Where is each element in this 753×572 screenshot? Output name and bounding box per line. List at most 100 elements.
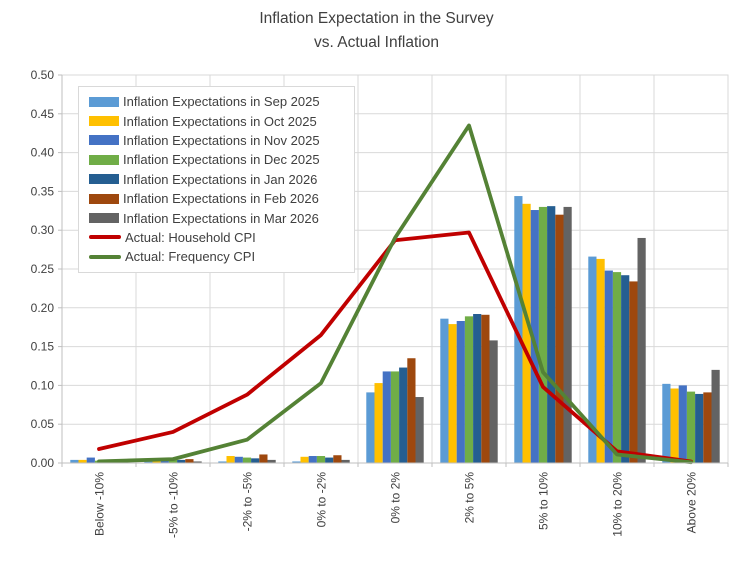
x-axis-label: 0% to 2% [389, 472, 403, 524]
legend-entry: Inflation Expectations in Mar 2026 [89, 208, 354, 227]
legend-bar-swatch [89, 193, 119, 204]
bar [144, 461, 153, 463]
bar [629, 281, 638, 463]
bar [440, 318, 449, 463]
bar [489, 340, 498, 463]
bar [621, 275, 630, 463]
x-axis-label: -2% to -5% [241, 472, 255, 532]
bar [703, 392, 712, 463]
legend-line-swatch [89, 254, 121, 259]
legend-label: Inflation Expectations in Feb 2026 [123, 191, 319, 207]
bar [588, 256, 597, 463]
y-axis-label: 0.30 [31, 223, 55, 237]
bar [185, 459, 194, 463]
bar [259, 454, 268, 463]
bar [695, 393, 704, 463]
bar [382, 371, 391, 463]
x-axis-label: 0% to -2% [315, 472, 329, 528]
bar [481, 314, 490, 463]
bar [530, 210, 539, 463]
bar [168, 459, 178, 463]
legend-label: Inflation Expectations in Jan 2026 [123, 171, 318, 187]
bar [242, 457, 252, 463]
chart-title: Inflation Expectation in the Survey vs. … [0, 7, 753, 55]
bar [678, 385, 687, 463]
legend-entry: Inflation Expectations in Oct 2025 [89, 111, 354, 130]
legend-bar-swatch [89, 154, 119, 165]
legend-label: Inflation Expectations in Dec 2025 [123, 152, 320, 168]
bar [333, 455, 342, 463]
y-axis-label: 0.05 [31, 417, 55, 431]
x-axis-label: Above 20% [685, 472, 699, 534]
x-axis-label: 5% to 10% [537, 472, 551, 530]
bar [316, 456, 326, 463]
bar [538, 206, 548, 464]
bar [415, 397, 424, 463]
bar [637, 237, 646, 463]
bar [251, 458, 260, 463]
bar [70, 459, 79, 463]
y-axis-label: 0.40 [31, 146, 55, 160]
bar [267, 459, 276, 463]
bar [292, 461, 301, 463]
legend-label: Actual: Household CPI [125, 229, 256, 245]
bar [662, 383, 671, 463]
bar [547, 206, 556, 464]
x-axis-label: 2% to 5% [463, 472, 477, 524]
y-axis-label: 0.20 [31, 301, 55, 315]
legend-label: Inflation Expectations in Mar 2026 [123, 210, 319, 226]
legend-bar-swatch [89, 116, 119, 127]
bar [514, 196, 523, 463]
bar [448, 324, 457, 463]
legend-bar-swatch [89, 213, 119, 224]
bar [612, 272, 622, 463]
bar [341, 459, 350, 463]
x-axis-label: 10% to 20% [611, 472, 625, 537]
bar [193, 461, 202, 463]
bar [670, 388, 679, 463]
legend-label: Inflation Expectations in Sep 2025 [123, 94, 320, 110]
bar [390, 371, 400, 463]
legend-label: Actual: Frequency CPI [125, 249, 256, 265]
bar [456, 320, 465, 463]
legend-entry: Inflation Expectations in Nov 2025 [89, 131, 354, 150]
bar [522, 203, 531, 464]
bar [596, 258, 605, 463]
bar [218, 461, 227, 463]
legend-entry: Actual: Household CPI [89, 228, 354, 247]
bar [366, 392, 375, 463]
chart-legend: Inflation Expectations in Sep 2025 Inflat… [78, 86, 355, 273]
x-axis-label: Below -10% [93, 472, 107, 536]
y-axis-label: 0.10 [31, 378, 55, 392]
bar [711, 369, 720, 463]
bar [399, 367, 408, 463]
legend-entry: Inflation Expectations in Jan 2026 [89, 170, 354, 189]
legend-entry: Inflation Expectations in Sep 2025 [89, 92, 354, 111]
y-axis-label: 0.00 [31, 456, 55, 470]
legend-entry: Inflation Expectations in Feb 2026 [89, 189, 354, 208]
x-axis-label: -5% to -10% [167, 472, 181, 538]
legend-bar-swatch [89, 96, 119, 107]
bar [78, 459, 87, 463]
bar [86, 457, 95, 463]
bar [300, 456, 309, 463]
chart-title-line2: vs. Actual Inflation [314, 34, 439, 51]
line-series [97, 123, 693, 465]
legend-entry: Inflation Expectations in Dec 2025 [89, 150, 354, 169]
legend-line-swatch [89, 235, 121, 240]
legend-label: Inflation Expectations in Nov 2025 [123, 132, 320, 148]
chart-title-line1: Inflation Expectation in the Survey [259, 10, 494, 27]
bar [686, 391, 696, 463]
y-axis-label: 0.50 [31, 68, 55, 82]
bar [226, 456, 235, 463]
bar [563, 206, 572, 464]
bar [464, 316, 474, 463]
legend-label: Inflation Expectations in Oct 2025 [123, 113, 317, 129]
legend-bar-swatch [89, 174, 119, 185]
legend-bar-swatch [89, 135, 119, 146]
legend-entry: Actual: Frequency CPI [89, 247, 354, 266]
bar [308, 456, 317, 463]
y-axis-label: 0.25 [31, 262, 55, 276]
bar [604, 270, 613, 463]
